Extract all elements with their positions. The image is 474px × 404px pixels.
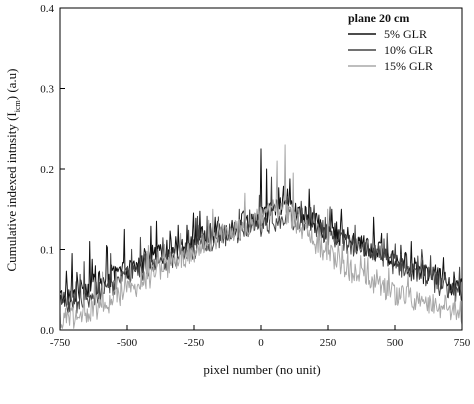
y-axis-title-suffix: ) (a.u): [4, 69, 19, 101]
x-tick-label: 0: [258, 337, 264, 349]
legend-title: plane 20 cm: [348, 11, 409, 25]
x-tick-label: -250: [184, 337, 205, 349]
x-axis-title: pixel number (no unit): [203, 362, 320, 377]
series-line: [59, 176, 463, 315]
legend: plane 20 cm 5% GLR 10% GLR 15% GLR: [348, 11, 433, 73]
legend-entry: 10% GLR: [384, 43, 433, 57]
x-tick-label: -750: [50, 337, 71, 349]
legend-entry: 5% GLR: [384, 27, 427, 41]
x-tick-label: 500: [387, 337, 404, 349]
axes-layer: -750 -500 -250 0 250 500 750 0.0 0.1 0.2 0.3 0.4: [40, 3, 471, 349]
y-tick-label: 0.0: [40, 325, 54, 337]
y-tick-label: 0.3: [40, 84, 54, 96]
legend-entry: 15% GLR: [384, 59, 433, 73]
series-layer: [59, 144, 463, 329]
x-tick-label: 250: [320, 337, 337, 349]
y-axis-title-main: Cumulative indexed intnsity (I: [4, 112, 19, 271]
series-line: [59, 144, 463, 329]
x-tick-label: 750: [454, 337, 471, 349]
y-tick-label: 0.2: [40, 164, 54, 176]
y-axis-title: Cumulative indexed intnsity (Iicm) (a.u): [4, 69, 22, 272]
y-tick-label: 0.4: [40, 3, 54, 15]
y-tick-label: 0.1: [40, 245, 54, 257]
x-tick-label: -500: [117, 337, 138, 349]
y-axis-title-sub: icm: [13, 99, 22, 112]
